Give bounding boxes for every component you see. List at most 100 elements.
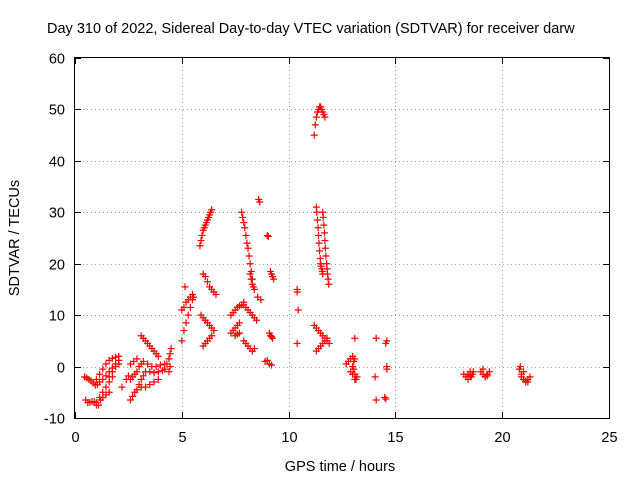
- axis-ticks: [75, 58, 610, 419]
- data-point: [235, 329, 243, 337]
- data-point: [516, 363, 524, 371]
- data-point: [102, 383, 110, 391]
- data-point: [383, 363, 391, 371]
- data-point: [319, 213, 327, 221]
- data-point: [178, 337, 186, 345]
- data-point: [188, 291, 196, 299]
- data-point: [108, 368, 116, 376]
- data-point: [196, 242, 204, 250]
- data-point: [201, 273, 209, 281]
- x-tick-label: 10: [281, 430, 297, 446]
- data-point: [245, 252, 253, 260]
- data-point: [105, 388, 113, 396]
- data-point: [256, 198, 264, 206]
- data-point: [349, 370, 357, 378]
- data-point: [105, 373, 113, 381]
- data-point: [310, 131, 318, 139]
- data-point: [263, 356, 271, 364]
- data-point: [325, 280, 333, 288]
- data-point: [154, 368, 162, 376]
- data-point: [129, 392, 137, 400]
- data-point: [165, 368, 173, 376]
- y-tick-label: 10: [49, 309, 65, 325]
- data-point: [349, 363, 357, 371]
- data-point: [99, 375, 107, 383]
- data-point: [181, 283, 189, 291]
- data-point: [112, 353, 120, 361]
- data-point: [321, 244, 329, 252]
- data-point: [212, 291, 220, 299]
- data-point: [210, 327, 218, 335]
- data-point: [152, 363, 160, 371]
- data-point: [241, 224, 249, 232]
- x-tick-label: 5: [178, 430, 186, 446]
- y-tick-label: 50: [49, 103, 65, 119]
- data-point: [322, 252, 330, 260]
- data-point: [247, 275, 255, 283]
- data-point: [320, 229, 328, 237]
- y-axis-label: SDTVAR / TECUs: [7, 180, 23, 296]
- data-point: [166, 363, 174, 371]
- data-point: [197, 237, 205, 245]
- data-point: [154, 375, 162, 383]
- data-point: [133, 355, 141, 363]
- data-point: [102, 360, 110, 368]
- data-point: [240, 219, 248, 227]
- data-point: [485, 368, 493, 376]
- data-point: [146, 368, 154, 376]
- data-point: [524, 378, 532, 386]
- data-point: [124, 372, 132, 380]
- data-point: [351, 334, 359, 342]
- data-point: [238, 208, 246, 216]
- data-point: [102, 372, 110, 380]
- data-point: [314, 224, 322, 232]
- data-point: [312, 113, 320, 121]
- data-point: [372, 334, 380, 342]
- data-point: [90, 398, 98, 406]
- data-point: [139, 357, 147, 365]
- data-point: [381, 393, 389, 401]
- data-point: [269, 334, 277, 342]
- data-point: [161, 365, 169, 373]
- data-point: [180, 327, 188, 335]
- data-point: [242, 231, 250, 239]
- data-point: [165, 355, 173, 363]
- y-tick-label: 20: [49, 258, 65, 274]
- data-point: [268, 333, 276, 341]
- data-point: [167, 345, 175, 353]
- data-point: [483, 372, 491, 380]
- data-point: [526, 373, 534, 381]
- data-point: [243, 239, 251, 247]
- x-tick-label: 15: [387, 430, 403, 446]
- data-point: [246, 260, 254, 268]
- data-point: [479, 365, 487, 373]
- data-point: [320, 221, 328, 229]
- data-point: [154, 352, 162, 360]
- data-point: [146, 381, 154, 389]
- data-point: [127, 396, 135, 404]
- data-point: [99, 365, 107, 373]
- data-point: [250, 345, 258, 353]
- data-point: [115, 352, 123, 360]
- data-point: [263, 231, 271, 239]
- data-point: [294, 306, 302, 314]
- data-point: [464, 375, 472, 383]
- data-point: [313, 208, 321, 216]
- data-point: [137, 375, 145, 383]
- data-point: [315, 239, 323, 247]
- data-point: [239, 213, 247, 221]
- data-point: [141, 383, 149, 391]
- data-point: [108, 354, 116, 362]
- x-tick-labels: 0 5 10 15 20 25: [71, 430, 617, 446]
- data-point: [94, 401, 102, 409]
- data-point: [186, 303, 194, 311]
- x-tick-label: 25: [601, 430, 617, 446]
- y-tick-label: 60: [49, 52, 65, 68]
- data-point: [156, 361, 164, 369]
- data-point: [166, 350, 174, 358]
- data-point: [96, 370, 104, 378]
- y-tick-label: 30: [49, 206, 65, 222]
- data-point: [150, 369, 158, 377]
- data-point: [133, 386, 141, 394]
